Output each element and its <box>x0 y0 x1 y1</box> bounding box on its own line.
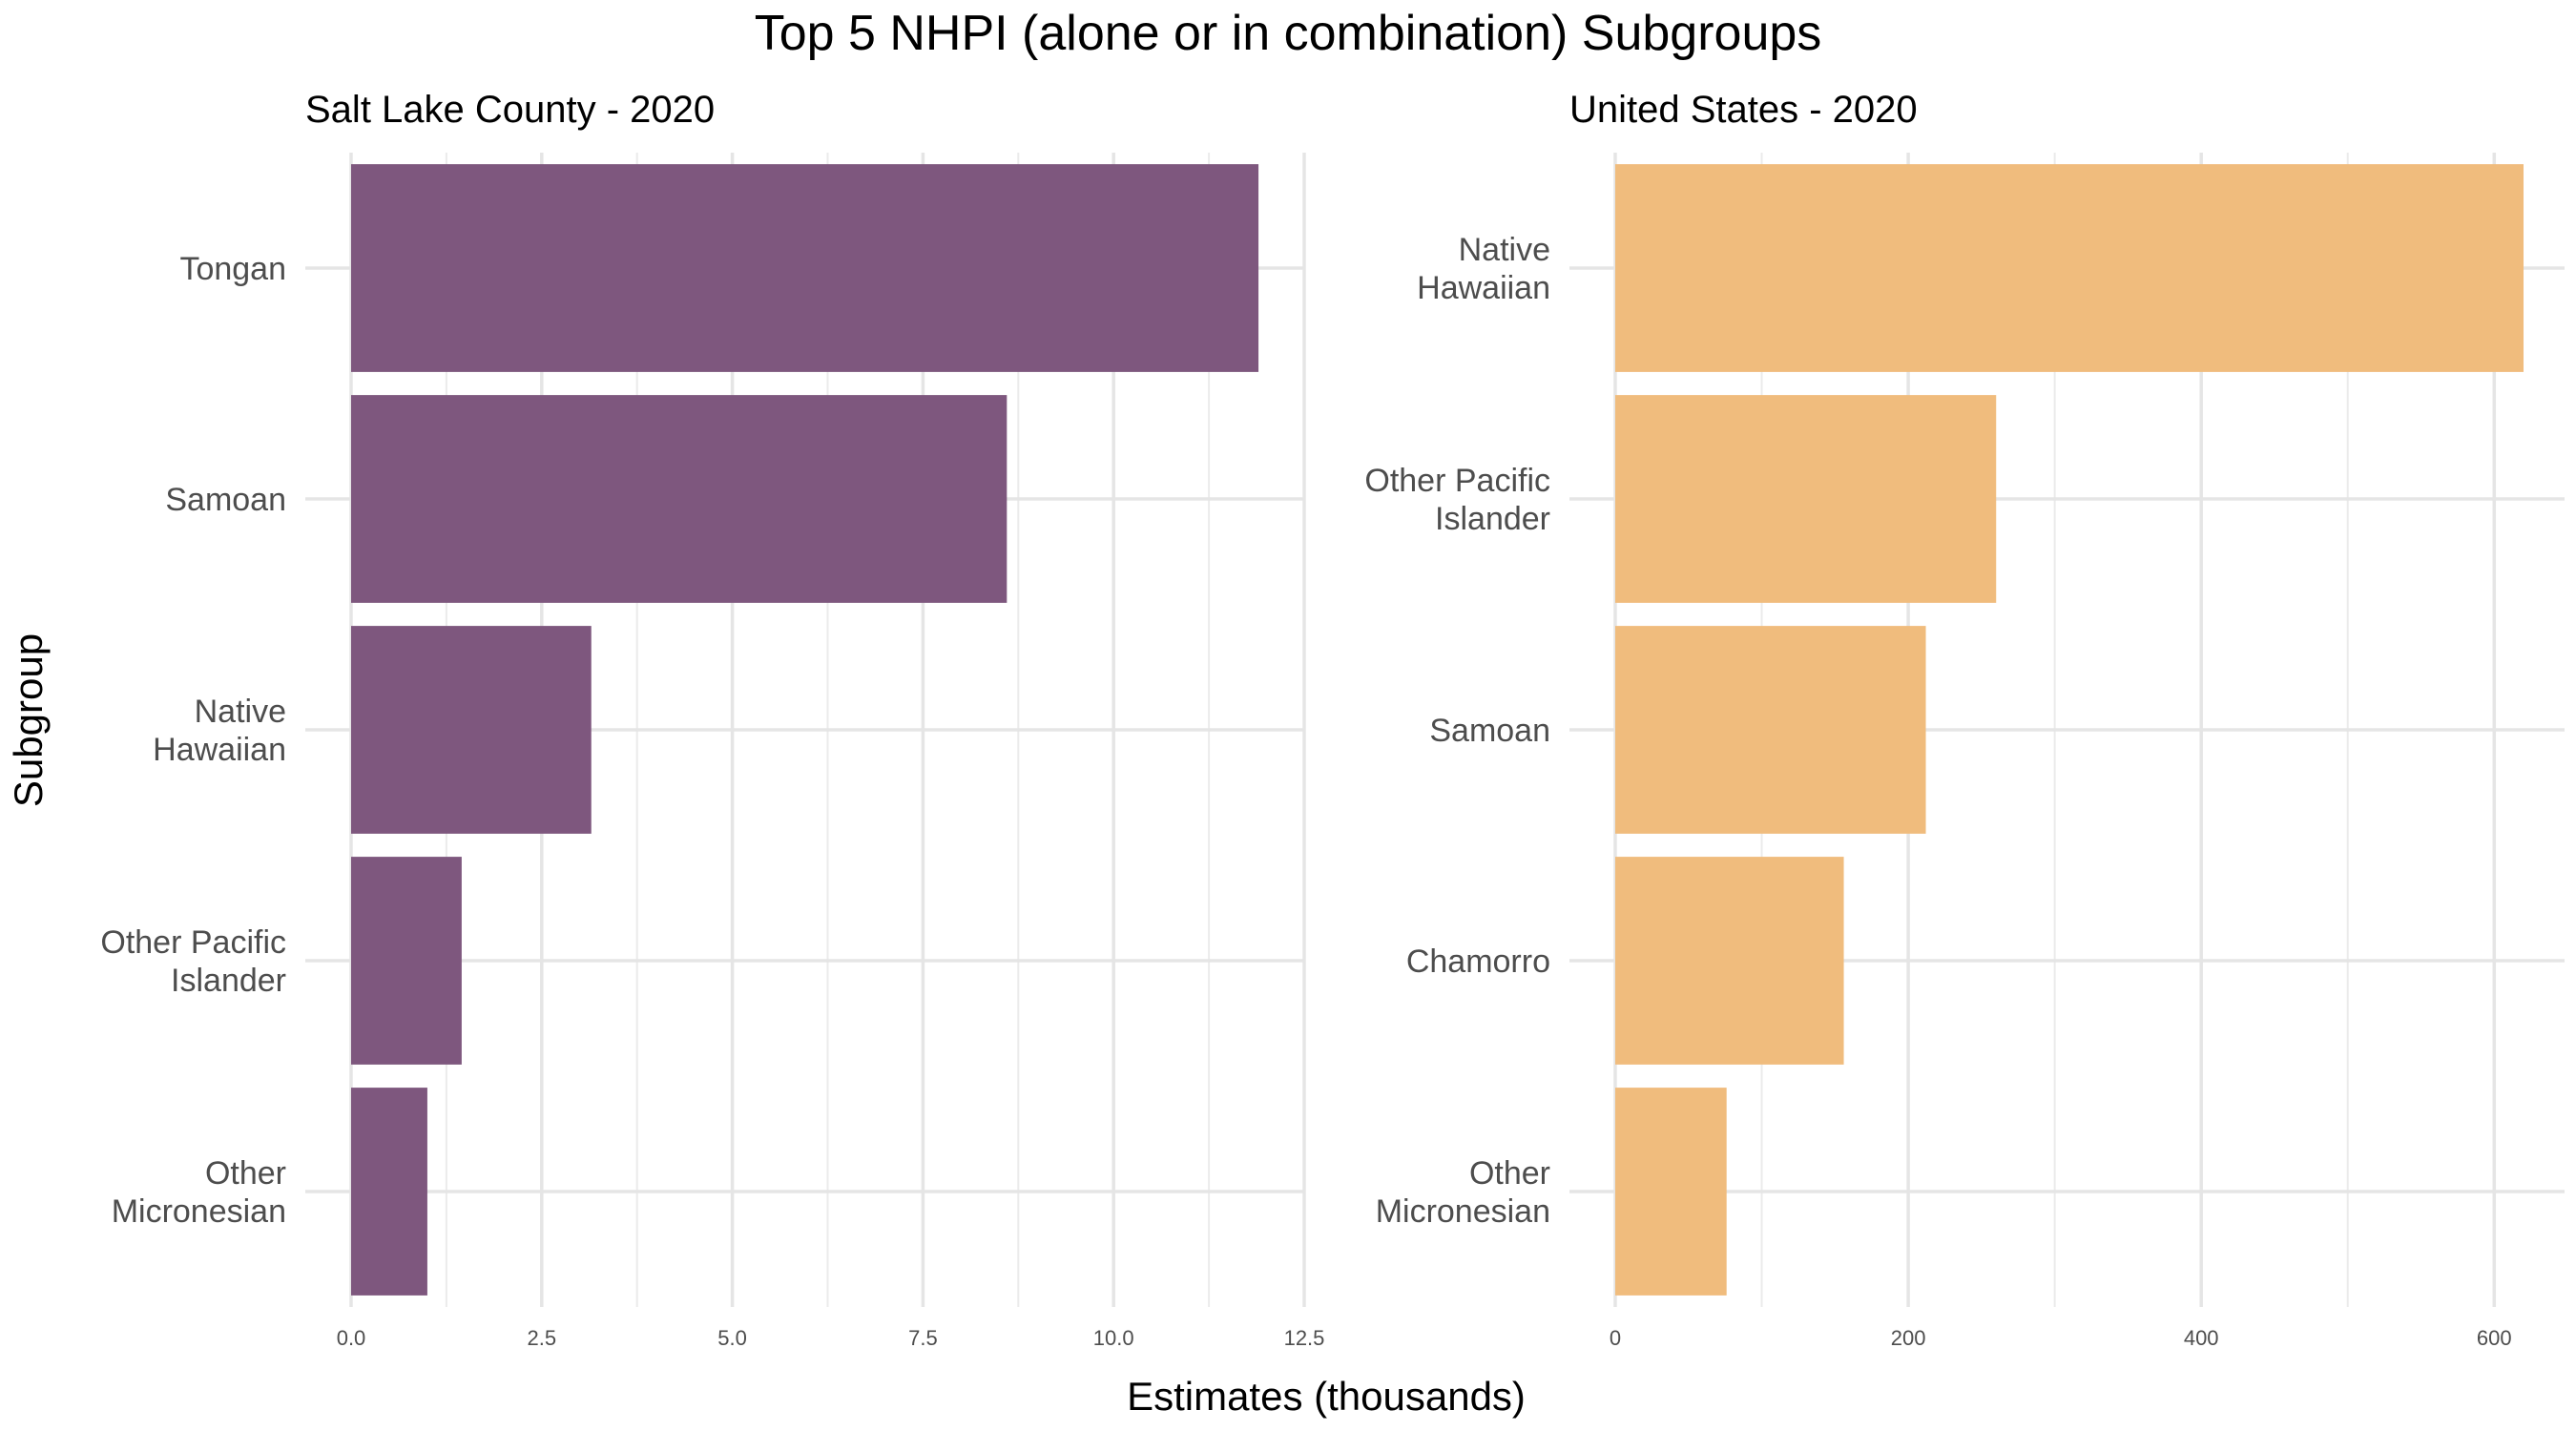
x-tick-label: 7.5 <box>908 1326 938 1350</box>
x-axis-title: Estimates (thousands) <box>1127 1374 1526 1419</box>
x-tick-label: 2.5 <box>528 1326 557 1350</box>
bar-united-states-1 <box>1615 395 1997 603</box>
bar-united-states-2 <box>1615 626 1926 834</box>
category-label: Other Micronesian <box>1376 1155 1550 1230</box>
category-label: Chamorro <box>1406 944 1550 980</box>
chart-title: Top 5 NHPI (alone or in combination) Sub… <box>755 6 1822 61</box>
category-label: Samoan <box>1429 713 1550 749</box>
bar-salt-lake-0 <box>351 164 1259 372</box>
x-tick-label: 0 <box>1610 1326 1621 1350</box>
panel-title: Salt Lake County - 2020 <box>305 89 715 131</box>
category-label: Other Micronesian <box>112 1155 286 1230</box>
bar-salt-lake-4 <box>351 1088 427 1296</box>
panel-title: United States - 2020 <box>1569 89 1918 131</box>
panel-salt-lake-county: 0.0 2.5 5.0 7.5 10.0 12.5 Tongan Samoan Native Ha… <box>100 89 1324 1350</box>
category-label: Other Pacific Islander <box>1364 463 1550 537</box>
y-axis-title: Subgroup <box>6 633 51 807</box>
bar-united-states-3 <box>1615 857 1844 1065</box>
x-tick-label: 10.0 <box>1093 1326 1134 1350</box>
bar-salt-lake-3 <box>351 857 462 1065</box>
panel-united-states: 0 200 400 600 Native Hawaiian Other Pacific Isl… <box>1364 89 2565 1350</box>
x-tick-label: 600 <box>2477 1326 2512 1350</box>
category-label: Samoan <box>165 482 286 518</box>
x-tick-label: 12.5 <box>1284 1326 1325 1350</box>
bar-united-states-4 <box>1615 1088 1727 1296</box>
x-tick-label: 400 <box>2184 1326 2219 1350</box>
x-tick-label: 0.0 <box>337 1326 366 1350</box>
category-label: Other Pacific Islander <box>100 924 286 999</box>
x-tick-label: 5.0 <box>717 1326 747 1350</box>
bar-salt-lake-1 <box>351 395 1008 603</box>
bar-united-states-0 <box>1615 164 2524 372</box>
category-label: Tongan <box>179 251 286 287</box>
bar-salt-lake-2 <box>351 626 592 834</box>
category-label: Native Hawaiian <box>1417 232 1550 306</box>
category-label: Native Hawaiian <box>153 694 286 768</box>
x-tick-label: 200 <box>1891 1326 1926 1350</box>
